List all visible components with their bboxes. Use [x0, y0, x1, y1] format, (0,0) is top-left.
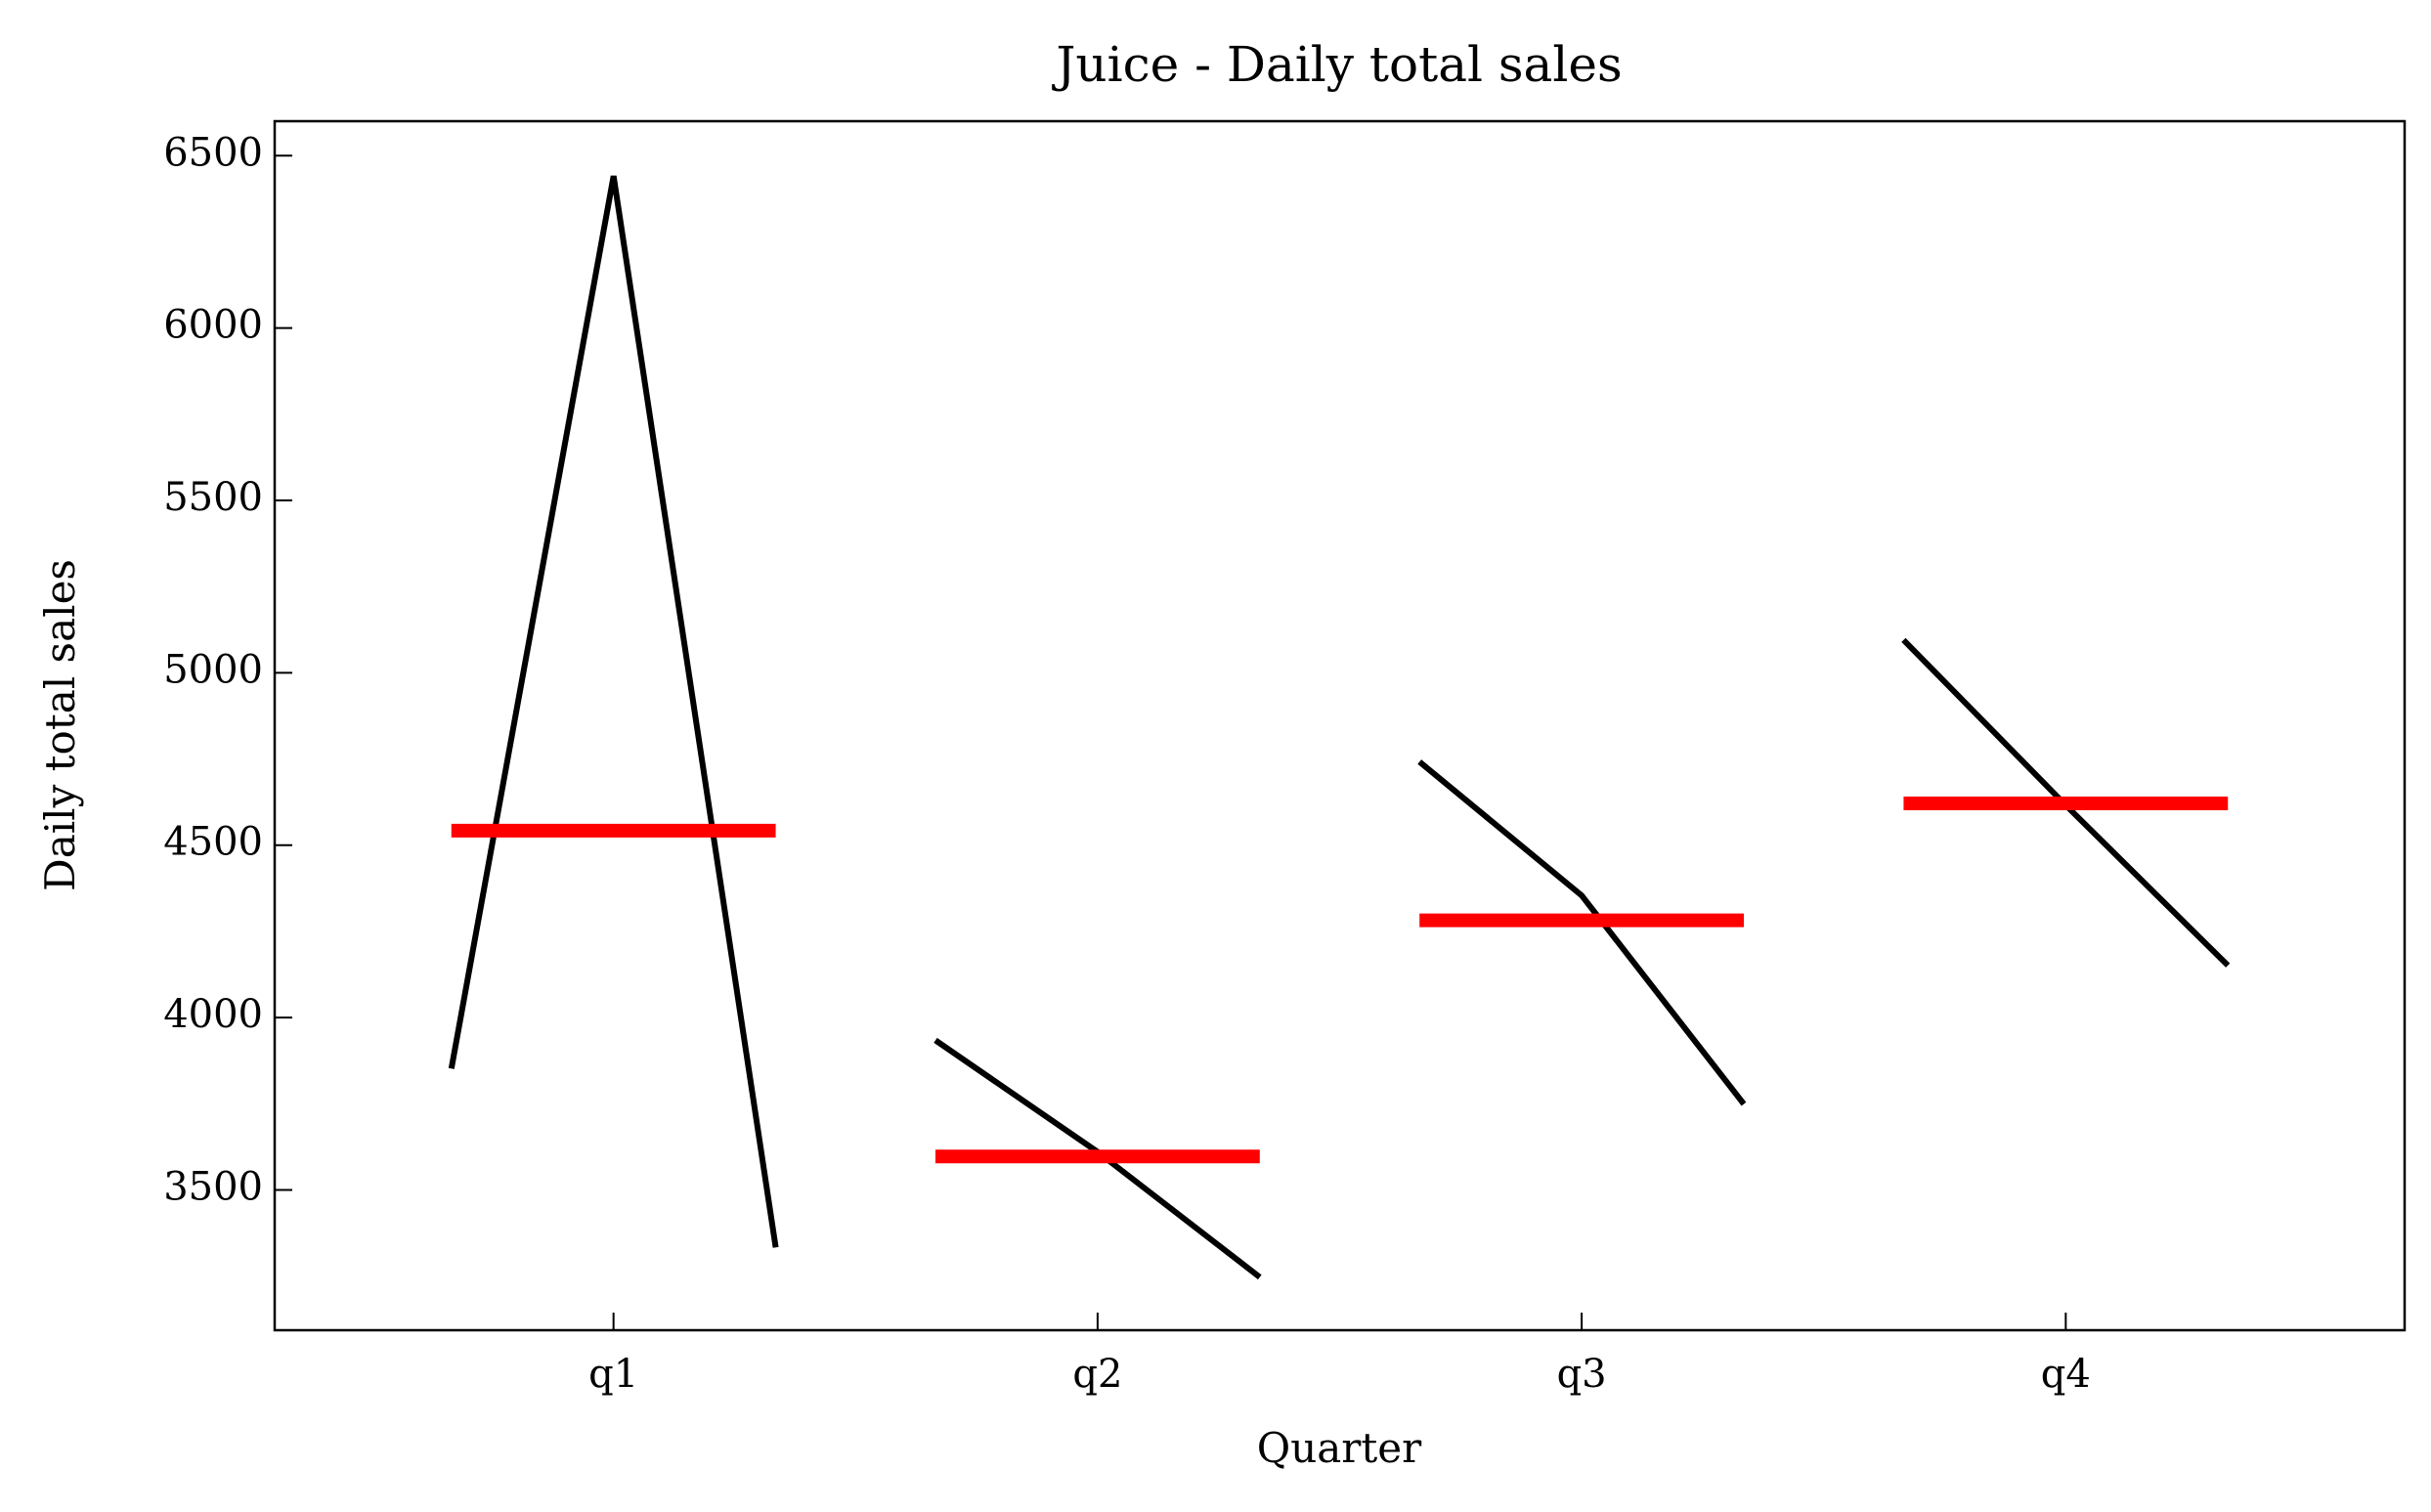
y-tick-label: 5000 — [163, 647, 263, 692]
quarter-line — [448, 175, 779, 1248]
x-tick-label: q1 — [588, 1352, 638, 1397]
x-tick-label: q3 — [1557, 1352, 1607, 1397]
y-tick-label: 6500 — [163, 130, 263, 175]
x-tick-label: q4 — [2041, 1352, 2091, 1397]
y-axis-label: Daily total sales — [36, 559, 84, 891]
x-tick-label: q2 — [1072, 1352, 1122, 1397]
y-tick-label: 4500 — [163, 820, 263, 865]
quarter-line — [1417, 759, 1747, 1106]
plot-frame — [273, 119, 2407, 1332]
y-tick-label: 5500 — [163, 475, 263, 520]
chart-title: Juice - Daily total sales — [1051, 36, 1622, 93]
y-tick-label: 4000 — [163, 992, 263, 1037]
y-tick-label: 6000 — [163, 303, 263, 348]
y-tick-label: 3500 — [163, 1164, 263, 1209]
x-axis-label: Quarter — [1257, 1424, 1422, 1472]
